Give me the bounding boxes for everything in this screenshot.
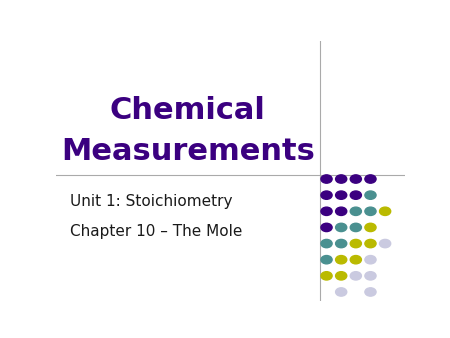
Circle shape <box>336 191 347 199</box>
Circle shape <box>365 272 376 280</box>
Circle shape <box>365 207 376 215</box>
Circle shape <box>321 256 332 264</box>
Circle shape <box>350 175 361 183</box>
Circle shape <box>365 239 376 248</box>
Text: Chapter 10 – The Mole: Chapter 10 – The Mole <box>70 224 243 239</box>
Circle shape <box>336 207 347 215</box>
Circle shape <box>321 191 332 199</box>
Circle shape <box>350 256 361 264</box>
Circle shape <box>321 239 332 248</box>
Circle shape <box>336 256 347 264</box>
Circle shape <box>350 191 361 199</box>
Circle shape <box>350 272 361 280</box>
Circle shape <box>321 175 332 183</box>
Circle shape <box>379 239 391 248</box>
Text: Unit 1: Stoichiometry: Unit 1: Stoichiometry <box>70 194 233 210</box>
Circle shape <box>350 207 361 215</box>
Circle shape <box>365 288 376 296</box>
Circle shape <box>336 288 347 296</box>
Circle shape <box>350 223 361 232</box>
Circle shape <box>350 239 361 248</box>
Circle shape <box>336 175 347 183</box>
Text: Chemical: Chemical <box>110 96 266 125</box>
Circle shape <box>365 256 376 264</box>
Circle shape <box>336 272 347 280</box>
Circle shape <box>365 223 376 232</box>
Circle shape <box>365 191 376 199</box>
Circle shape <box>379 207 391 215</box>
Circle shape <box>336 239 347 248</box>
Circle shape <box>321 223 332 232</box>
Text: Measurements: Measurements <box>61 137 315 166</box>
Circle shape <box>321 272 332 280</box>
Circle shape <box>321 207 332 215</box>
Circle shape <box>365 175 376 183</box>
Circle shape <box>336 223 347 232</box>
